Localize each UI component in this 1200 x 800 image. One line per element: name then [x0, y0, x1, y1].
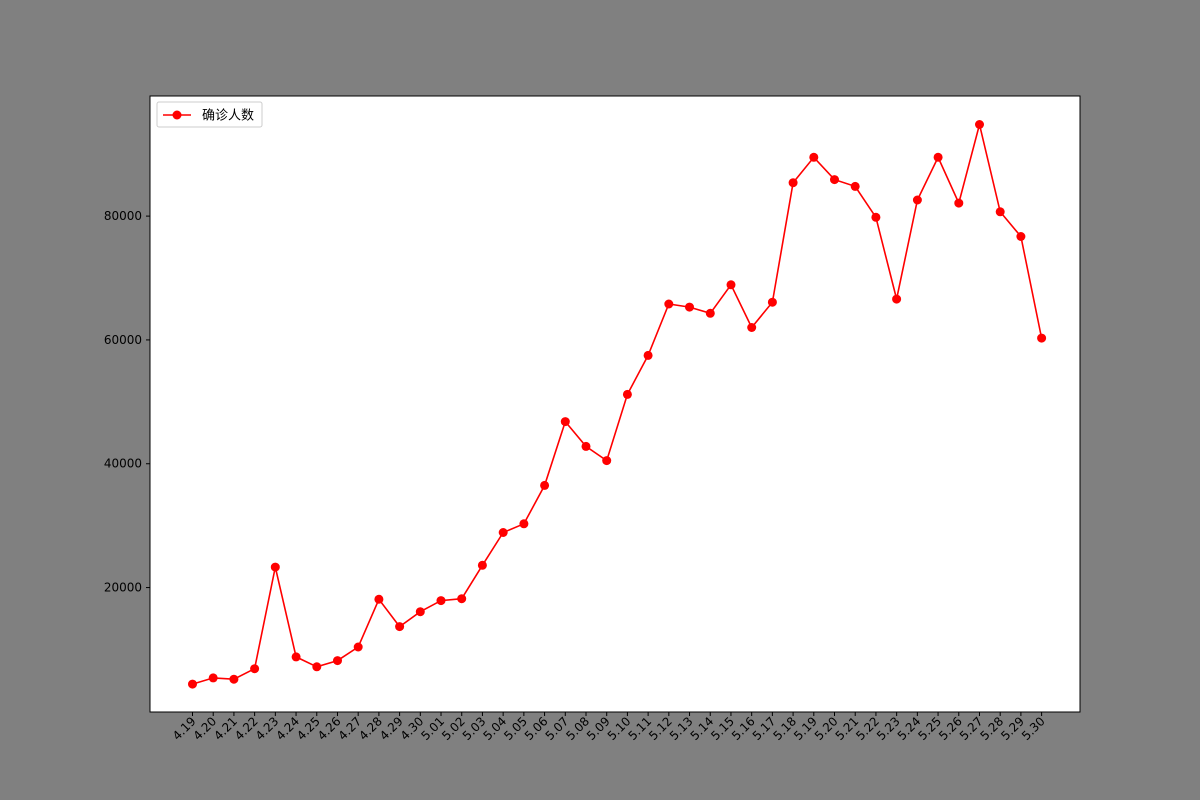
data-point — [622, 389, 632, 399]
data-point — [333, 656, 342, 666]
data-point — [830, 175, 839, 185]
data-point — [664, 299, 674, 309]
data-point — [995, 207, 1005, 217]
legend-box — [156, 101, 263, 128]
data-point — [747, 323, 757, 332]
y-tick-label: 40000 — [104, 457, 142, 471]
data-point — [871, 212, 881, 222]
data-point — [850, 181, 860, 191]
data-point — [560, 417, 570, 427]
data-point — [208, 673, 218, 683]
data-point — [685, 302, 694, 312]
data-point — [436, 596, 446, 606]
data-point — [188, 679, 197, 689]
data-points — [188, 120, 1047, 689]
legend-marker-icon — [172, 110, 182, 120]
data-point — [809, 152, 819, 162]
data-point — [975, 120, 984, 129]
data-point — [602, 456, 612, 466]
data-point — [477, 560, 487, 570]
data-point — [395, 622, 405, 632]
y-tick-label: 80000 — [104, 209, 142, 223]
data-point — [291, 652, 301, 662]
data-point — [705, 308, 715, 318]
data-point — [312, 662, 322, 672]
data-point — [498, 528, 508, 537]
x-axis: 4.194.204.214.224.234.244.254.264.274.28… — [170, 712, 1048, 743]
data-point — [643, 350, 653, 360]
data-point — [892, 294, 902, 304]
plot-area — [149, 95, 1081, 713]
data-point — [1016, 232, 1026, 241]
data-point — [540, 480, 550, 490]
data-point — [933, 152, 943, 162]
data-point — [519, 519, 529, 529]
data-point — [912, 195, 922, 205]
data-point — [581, 441, 591, 451]
y-tick-label: 60000 — [104, 333, 142, 347]
data-point — [374, 594, 384, 604]
data-point — [415, 607, 425, 617]
data-point — [767, 297, 777, 307]
data-point — [726, 280, 736, 290]
legend: 确诊人数 — [156, 101, 263, 128]
data-point — [788, 178, 798, 188]
data-point — [250, 664, 260, 674]
data-point — [353, 642, 363, 652]
data-point — [270, 562, 280, 572]
data-point — [1037, 333, 1047, 343]
x-tick-label: 5.30 — [1019, 714, 1048, 743]
data-point — [229, 674, 239, 684]
y-tick-label: 20000 — [104, 581, 142, 595]
data-point — [457, 594, 467, 604]
legend-label: 确诊人数 — [202, 109, 254, 124]
data-point — [954, 198, 964, 208]
y-axis: 20000 40000 60000 80000 — [104, 209, 150, 595]
